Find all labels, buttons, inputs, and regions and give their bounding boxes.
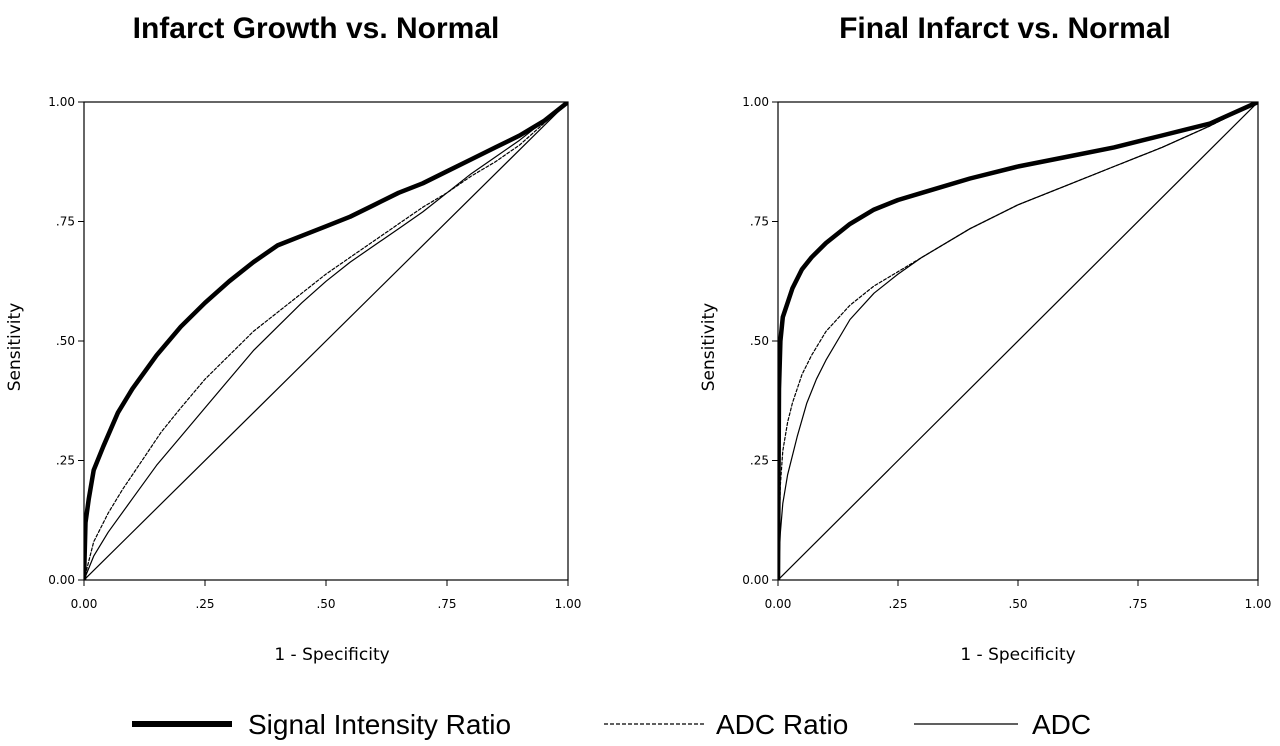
- legend: Signal Intensity Ratio ADC Ratio ADC: [132, 709, 1091, 740]
- y-tick-label: .50: [750, 334, 769, 348]
- y-tick-label: .75: [750, 215, 769, 229]
- chart-panel-final-infarct: Final Infarct vs. Normal 0.00 .25 .50 .75 1.0…: [699, 12, 1271, 665]
- reference-diagonal-line: [778, 102, 1258, 580]
- y-tick-label: 0.00: [48, 573, 75, 587]
- legend-label: ADC Ratio: [716, 709, 848, 740]
- x-axis-label: 1 - Specificity: [274, 645, 389, 665]
- x-tick-label: .75: [437, 597, 456, 611]
- series-group: [84, 102, 568, 580]
- series-group: [778, 102, 1258, 580]
- chart-title: Final Infarct vs. Normal: [839, 12, 1171, 45]
- legend-label: Signal Intensity Ratio: [248, 709, 511, 740]
- series-line-thick: [778, 102, 1258, 580]
- x-tick-label: 0.00: [765, 597, 792, 611]
- x-tick-label: .75: [1128, 597, 1147, 611]
- legend-label: ADC: [1032, 709, 1091, 740]
- x-tick-label: .50: [316, 597, 335, 611]
- x-tick-label: .25: [888, 597, 907, 611]
- x-tick-label: 1.00: [1245, 597, 1272, 611]
- y-axis-label: Sensitivity: [699, 303, 719, 392]
- y-tick-label: .50: [56, 334, 75, 348]
- y-tick-label: .25: [750, 454, 769, 468]
- x-tick-label: 1.00: [555, 597, 582, 611]
- chart-title: Infarct Growth vs. Normal: [133, 12, 500, 45]
- x-tick-label: .50: [1008, 597, 1027, 611]
- y-tick-label: 1.00: [742, 95, 769, 109]
- x-tick-label: .25: [195, 597, 214, 611]
- reference-diagonal-line: [84, 102, 568, 580]
- x-tick-label: 0.00: [71, 597, 98, 611]
- y-tick-label: .75: [56, 215, 75, 229]
- y-tick-label: 1.00: [48, 95, 75, 109]
- series-line-thin: [84, 102, 568, 580]
- y-tick-label: 0.00: [742, 573, 769, 587]
- chart-panel-infarct-growth: Infarct Growth vs. Normal 0.00 .25 .50 .75 1.…: [5, 12, 581, 665]
- series-line-thick: [84, 102, 568, 580]
- x-axis-label: 1 - Specificity: [960, 645, 1075, 665]
- series-line-dashed: [84, 102, 568, 580]
- series-line-thin: [778, 102, 1258, 580]
- y-tick-label: .25: [56, 454, 75, 468]
- y-axis-label: Sensitivity: [5, 303, 25, 392]
